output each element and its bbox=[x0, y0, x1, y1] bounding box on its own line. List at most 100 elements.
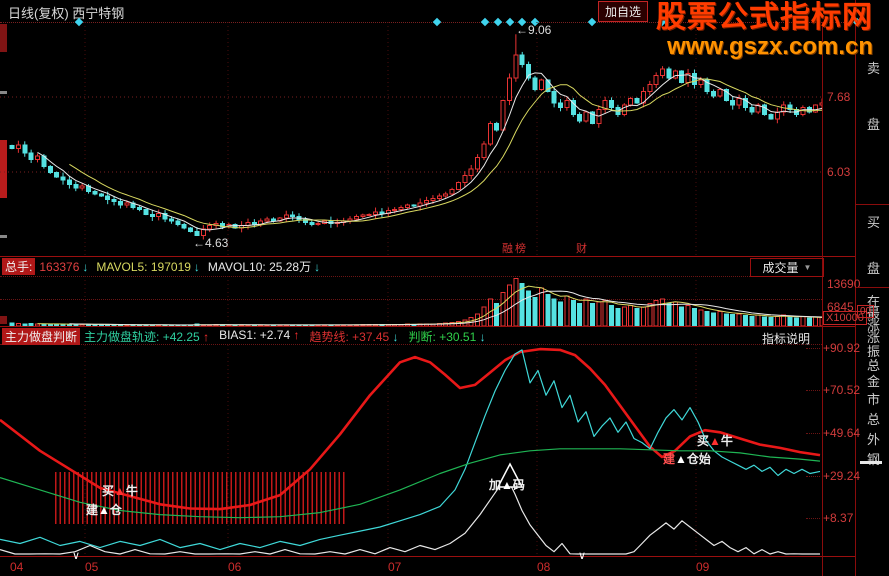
candle[interactable] bbox=[200, 228, 206, 237]
candle[interactable] bbox=[54, 171, 60, 178]
event-flag[interactable]: 榜 bbox=[515, 243, 526, 255]
candle[interactable] bbox=[628, 97, 634, 106]
candle[interactable] bbox=[436, 195, 442, 199]
candle[interactable] bbox=[270, 218, 276, 222]
event-flag[interactable]: 融 bbox=[502, 243, 513, 255]
volume-bar[interactable] bbox=[596, 301, 602, 326]
candle[interactable] bbox=[309, 221, 315, 225]
candle[interactable] bbox=[666, 68, 672, 79]
volume-bar[interactable] bbox=[768, 317, 774, 326]
candle[interactable] bbox=[117, 201, 123, 206]
candle[interactable] bbox=[449, 188, 455, 195]
candle[interactable] bbox=[35, 155, 41, 161]
volume-bar[interactable] bbox=[35, 323, 41, 326]
candle[interactable] bbox=[570, 100, 576, 115]
volume-bar[interactable] bbox=[660, 298, 666, 326]
candle[interactable] bbox=[22, 144, 28, 154]
volume-bar[interactable] bbox=[711, 312, 717, 326]
candle[interactable] bbox=[609, 100, 615, 108]
volume-bar[interactable] bbox=[609, 304, 615, 326]
volume-bar[interactable] bbox=[589, 303, 595, 326]
volume-chart[interactable] bbox=[0, 276, 822, 326]
candle[interactable] bbox=[207, 225, 213, 230]
candle[interactable] bbox=[698, 79, 704, 86]
candle[interactable] bbox=[455, 181, 461, 190]
volume-bar[interactable] bbox=[583, 298, 589, 326]
candle[interactable] bbox=[264, 218, 270, 222]
volume-bar[interactable] bbox=[774, 315, 780, 326]
candle[interactable] bbox=[462, 175, 468, 183]
volume-bar[interactable] bbox=[41, 323, 47, 326]
volume-bar[interactable] bbox=[640, 306, 646, 326]
volume-bar[interactable] bbox=[806, 317, 812, 326]
volume-bar[interactable] bbox=[532, 296, 538, 326]
candle[interactable] bbox=[660, 68, 666, 77]
volume-bar[interactable] bbox=[615, 307, 621, 326]
volume-bar[interactable] bbox=[800, 316, 806, 326]
candle[interactable] bbox=[79, 185, 85, 189]
volume-bar[interactable] bbox=[545, 293, 551, 326]
candle[interactable] bbox=[430, 197, 436, 202]
candle[interactable] bbox=[424, 200, 430, 204]
candle[interactable] bbox=[111, 199, 117, 203]
candle[interactable] bbox=[156, 212, 162, 218]
volume-bar[interactable] bbox=[28, 322, 34, 326]
candle[interactable] bbox=[577, 113, 583, 122]
candle[interactable] bbox=[749, 106, 755, 113]
candle[interactable] bbox=[526, 63, 532, 79]
volume-bar[interactable] bbox=[513, 278, 519, 326]
volume-bar[interactable] bbox=[742, 315, 748, 326]
candle[interactable] bbox=[353, 216, 359, 220]
candle[interactable] bbox=[634, 97, 640, 104]
volume-bar[interactable] bbox=[755, 314, 761, 326]
candle[interactable] bbox=[513, 54, 519, 79]
candle[interactable] bbox=[9, 145, 15, 149]
candle[interactable] bbox=[175, 220, 181, 225]
candle[interactable] bbox=[589, 111, 595, 124]
candle[interactable] bbox=[717, 88, 723, 97]
candle[interactable] bbox=[315, 222, 321, 225]
candle[interactable] bbox=[602, 100, 608, 111]
volume-bar[interactable] bbox=[723, 313, 729, 326]
candle[interactable] bbox=[519, 54, 525, 65]
candle[interactable] bbox=[704, 79, 710, 93]
candle[interactable] bbox=[723, 88, 729, 102]
candle[interactable] bbox=[92, 191, 98, 195]
candle[interactable] bbox=[28, 152, 34, 161]
candle[interactable] bbox=[736, 97, 742, 106]
candle[interactable] bbox=[679, 70, 685, 83]
volume-bar[interactable] bbox=[698, 309, 704, 326]
volume-bar[interactable] bbox=[538, 287, 544, 326]
candle[interactable] bbox=[672, 70, 678, 79]
candle[interactable] bbox=[564, 100, 570, 108]
volume-bar[interactable] bbox=[9, 322, 15, 326]
candle[interactable] bbox=[506, 77, 512, 102]
candle[interactable] bbox=[105, 195, 111, 201]
candle[interactable] bbox=[481, 143, 487, 158]
candle[interactable] bbox=[762, 104, 768, 115]
candle[interactable] bbox=[768, 113, 774, 120]
candle[interactable] bbox=[813, 104, 819, 113]
volume-bar[interactable] bbox=[704, 311, 710, 326]
candle[interactable] bbox=[500, 100, 506, 131]
candle[interactable] bbox=[360, 214, 366, 218]
candle[interactable] bbox=[66, 179, 72, 186]
candle[interactable] bbox=[15, 144, 21, 149]
candle[interactable] bbox=[373, 211, 379, 215]
volume-indicator-selector[interactable]: 成交量 ▼ bbox=[750, 258, 824, 277]
candle[interactable] bbox=[379, 211, 385, 214]
candle[interactable] bbox=[730, 100, 736, 106]
candle[interactable] bbox=[149, 213, 155, 218]
candle[interactable] bbox=[143, 209, 149, 215]
candle[interactable] bbox=[494, 122, 500, 131]
volume-bar[interactable] bbox=[526, 290, 532, 326]
candle[interactable] bbox=[532, 77, 538, 90]
candle[interactable] bbox=[98, 193, 104, 197]
volume-bar[interactable] bbox=[679, 306, 685, 326]
candle[interactable] bbox=[162, 212, 168, 220]
volume-bar[interactable] bbox=[570, 300, 576, 326]
candlestick-chart[interactable] bbox=[0, 22, 822, 256]
volume-bar[interactable] bbox=[558, 301, 564, 326]
candle[interactable] bbox=[404, 204, 410, 208]
volume-bar[interactable] bbox=[577, 303, 583, 326]
